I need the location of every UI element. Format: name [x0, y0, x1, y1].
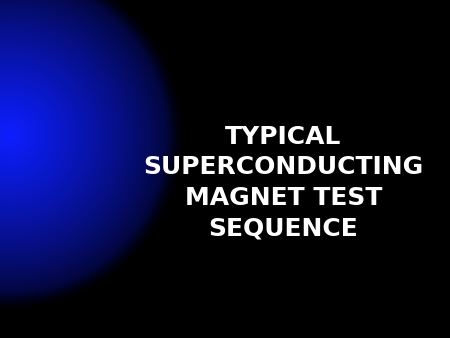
Text: TYPICAL
SUPERCONDUCTING
MAGNET TEST
SEQUENCE: TYPICAL SUPERCONDUCTING MAGNET TEST SEQU… — [144, 124, 423, 241]
